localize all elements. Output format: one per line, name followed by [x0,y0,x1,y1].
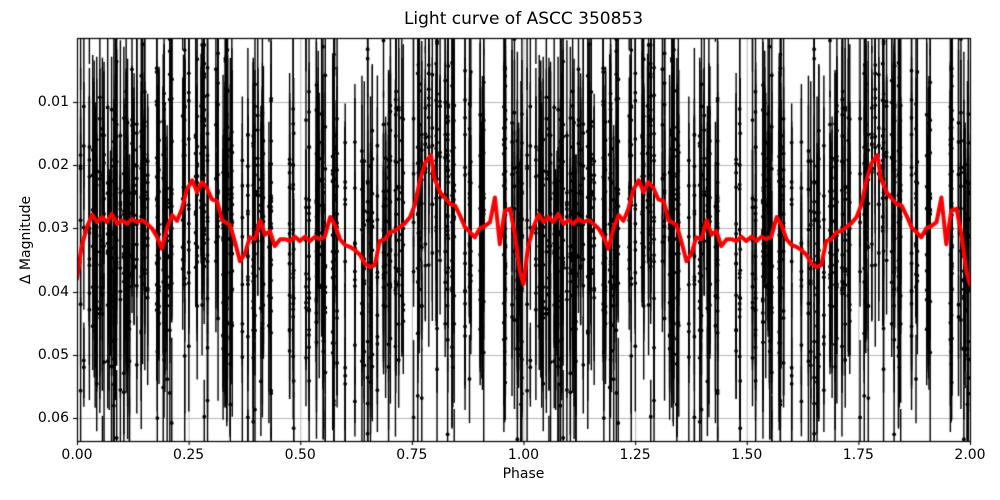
y-tick-label: 0.03 [37,220,69,237]
y-tick-label: 0.02 [37,157,69,174]
x-tick-label: 1.75 [842,447,874,463]
x-axis-label: Phase [502,466,545,482]
x-tick-label: 0.25 [173,447,205,463]
x-tick-label: 1.50 [731,447,763,463]
plot-title: Light curve of ASCC 350853 [403,9,644,29]
x-tick-label: 0.50 [284,447,316,463]
y-axis-label: Δ Magnitude [18,195,34,285]
x-tick-label: 2.00 [954,447,986,463]
y-tick-label: 0.01 [37,93,69,110]
y-tick-label: 0.06 [37,410,69,427]
x-tick-label: 1.25 [619,447,651,463]
x-tick-label: 0.00 [61,447,93,463]
x-tick-label: 0.75 [396,447,428,463]
y-tick-label: 0.04 [37,283,69,300]
x-tick-label: 1.00 [507,447,540,463]
y-tick-label: 0.05 [37,346,69,363]
